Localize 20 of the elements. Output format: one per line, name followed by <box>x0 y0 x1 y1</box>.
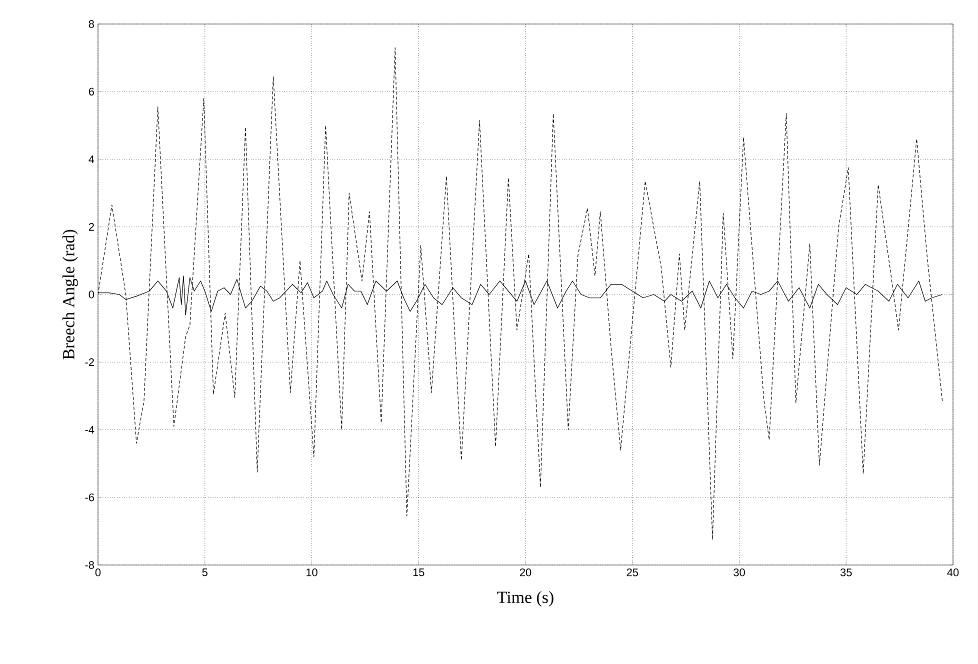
x-tick-label: 10 <box>306 568 318 576</box>
y-tick-label: -4 <box>85 426 94 434</box>
y-tick-label: -2 <box>85 358 94 366</box>
x-axis-title: Time (s) <box>497 591 554 606</box>
x-tick-label: 5 <box>202 568 208 576</box>
x-tick-label: 15 <box>413 568 424 576</box>
y-tick-label: 8 <box>88 20 94 28</box>
y-tick-label: 2 <box>88 223 94 231</box>
x-tick-label: 20 <box>520 568 532 576</box>
x-tick-label: 25 <box>626 568 638 576</box>
x-tick-label: 0 <box>95 568 101 576</box>
y-axis-title: Breech Angle (rad) <box>62 230 78 360</box>
x-tick-label: 35 <box>840 568 852 576</box>
y-tick-label: -8 <box>85 561 94 569</box>
y-tick-label: 4 <box>88 155 94 164</box>
y-tick-label: 0 <box>88 290 94 298</box>
x-tick-label: 40 <box>947 568 959 576</box>
x-tick-label: 30 <box>734 568 745 576</box>
y-tick-label: 6 <box>88 88 94 96</box>
y-tick-label: -6 <box>85 494 94 502</box>
